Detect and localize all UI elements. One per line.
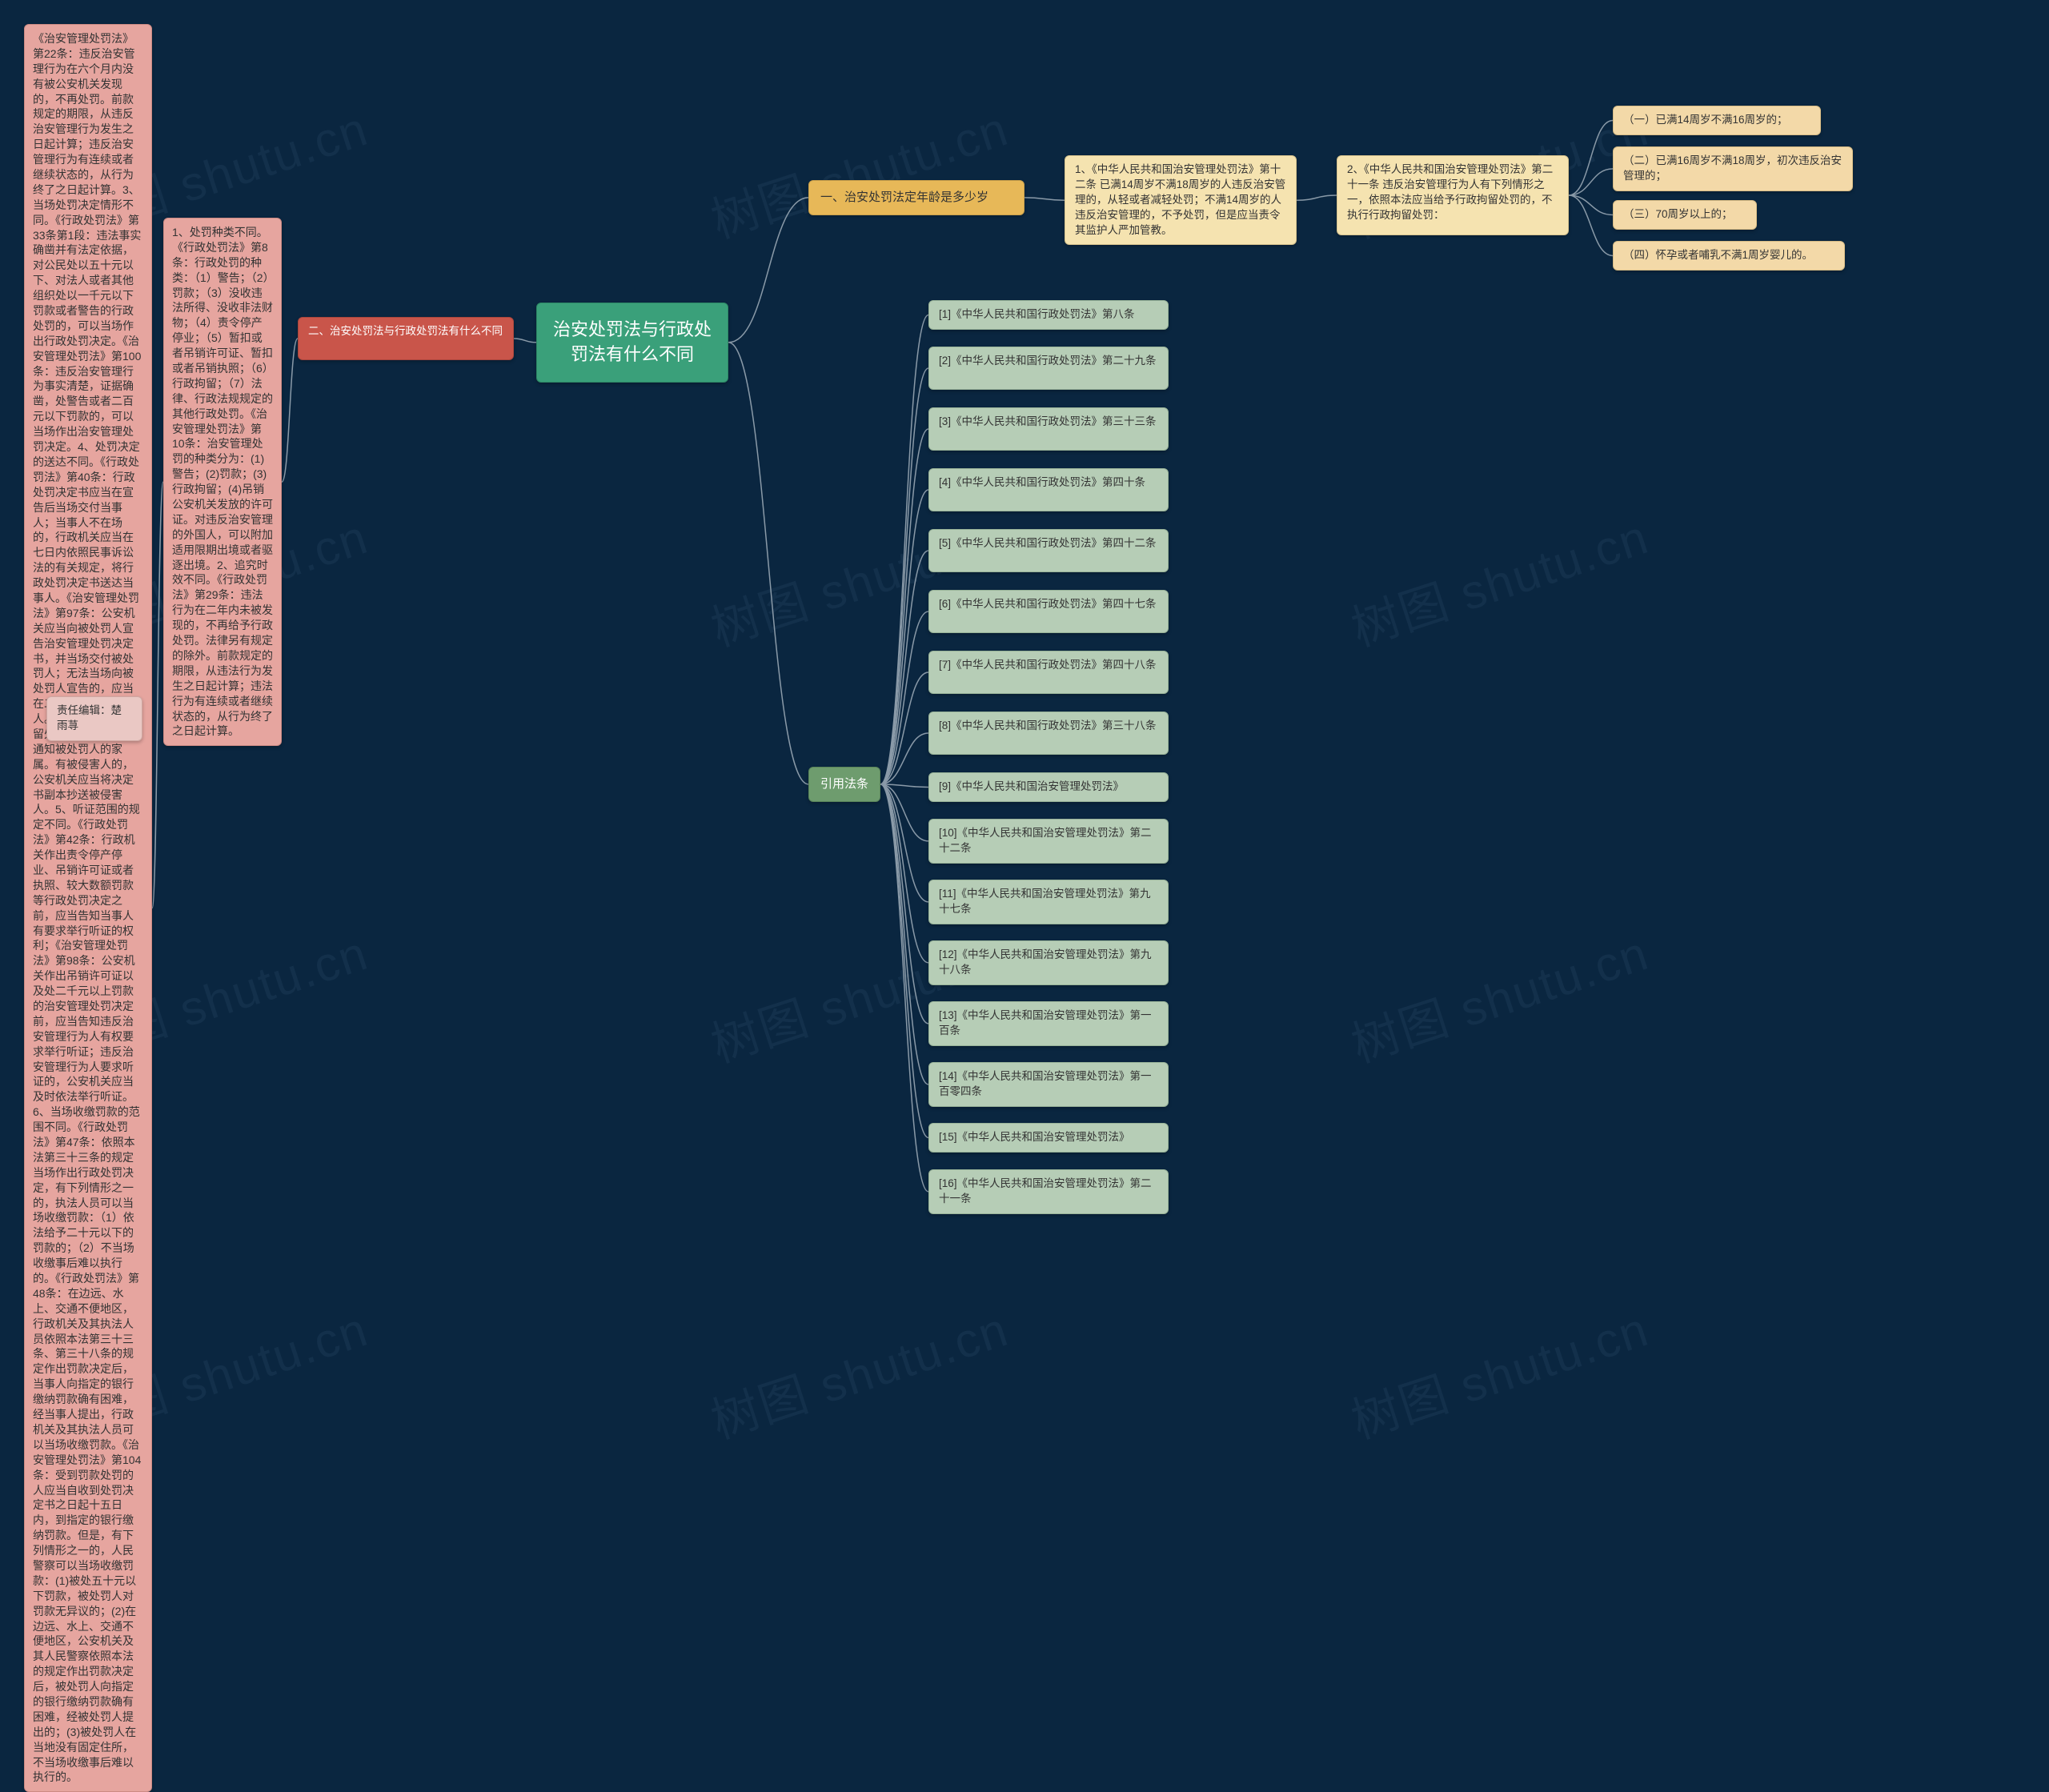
node-refitem9[interactable]: [10]《中华人民共和国治安管理处罚法》第二十二条 <box>928 819 1169 864</box>
node-sec1b3[interactable]: （三）70周岁以上的； <box>1613 200 1757 230</box>
node-refitem13[interactable]: [14]《中华人民共和国治安管理处罚法》第一百零四条 <box>928 1062 1169 1107</box>
node-refitem14[interactable]: [15]《中华人民共和国治安管理处罚法》 <box>928 1123 1169 1153</box>
node-editor[interactable]: 责任编辑：楚雨荨 <box>46 696 142 741</box>
node-sec1b2[interactable]: （二）已满16周岁不满18周岁，初次违反治安管理的； <box>1613 146 1853 191</box>
node-sec1b4[interactable]: （四）怀孕或者哺乳不满1周岁婴儿的。 <box>1613 241 1845 271</box>
node-refitem3[interactable]: [4]《中华人民共和国行政处罚法》第四十条 <box>928 468 1169 511</box>
node-refitem11[interactable]: [12]《中华人民共和国治安管理处罚法》第九十八条 <box>928 940 1169 985</box>
node-ref[interactable]: 引用法条 <box>808 767 880 802</box>
watermark: 树图 shutu.cn <box>701 1291 1016 1453</box>
watermark: 树图 shutu.cn <box>701 915 1016 1076</box>
node-refitem15[interactable]: [16]《中华人民共和国治安管理处罚法》第二十一条 <box>928 1169 1169 1214</box>
node-sec2b[interactable]: 《治安管理处罚法》第22条：违反治安管理行为在六个月内没有被公安机关发现的，不再… <box>24 24 152 1792</box>
mindmap-canvas: 树图 shutu.cn 树图 shutu.cn 树图 shutu.cn 树图 shut… <box>0 0 2049 1417</box>
node-sec1b[interactable]: 2、《中华人民共和国治安管理处罚法》第二十一条 违反治安管理行为人有下列情形之一… <box>1337 155 1569 235</box>
node-sec2[interactable]: 二、治安处罚法与行政处罚法有什么不同 <box>298 317 514 360</box>
node-sec1b1[interactable]: （一）已满14周岁不满16周岁的； <box>1613 106 1821 135</box>
node-refitem4[interactable]: [5]《中华人民共和国行政处罚法》第四十二条 <box>928 529 1169 572</box>
node-sec2a[interactable]: 1、处罚种类不同。《行政处罚法》第8条：行政处罚的种类：（1）警告；（2）罚款；… <box>163 218 282 746</box>
node-refitem7[interactable]: [8]《中华人民共和国行政处罚法》第三十八条 <box>928 712 1169 755</box>
node-sec1[interactable]: 一、治安处罚法定年龄是多少岁 <box>808 180 1024 215</box>
node-refitem6[interactable]: [7]《中华人民共和国行政处罚法》第四十八条 <box>928 651 1169 694</box>
node-refitem0[interactable]: [1]《中华人民共和国行政处罚法》第八条 <box>928 300 1169 330</box>
node-refitem1[interactable]: [2]《中华人民共和国行政处罚法》第二十九条 <box>928 347 1169 390</box>
watermark: 树图 shutu.cn <box>701 499 1016 660</box>
watermark: 树图 shutu.cn <box>1341 499 1657 660</box>
watermark: 树图 shutu.cn <box>1341 1291 1657 1453</box>
node-sec1a[interactable]: 1、《中华人民共和国治安管理处罚法》第十二条 已满14周岁不满18周岁的人违反治… <box>1065 155 1297 245</box>
node-refitem2[interactable]: [3]《中华人民共和国行政处罚法》第三十三条 <box>928 407 1169 451</box>
node-refitem5[interactable]: [6]《中华人民共和国行政处罚法》第四十七条 <box>928 590 1169 633</box>
node-refitem8[interactable]: [9]《中华人民共和国治安管理处罚法》 <box>928 772 1169 802</box>
node-refitem12[interactable]: [13]《中华人民共和国治安管理处罚法》第一百条 <box>928 1001 1169 1046</box>
watermark: 树图 shutu.cn <box>701 90 1016 252</box>
node-refitem10[interactable]: [11]《中华人民共和国治安管理处罚法》第九十七条 <box>928 880 1169 924</box>
node-center[interactable]: 治安处罚法与行政处罚法有什么不同 <box>536 303 728 383</box>
watermark: 树图 shutu.cn <box>1341 915 1657 1076</box>
